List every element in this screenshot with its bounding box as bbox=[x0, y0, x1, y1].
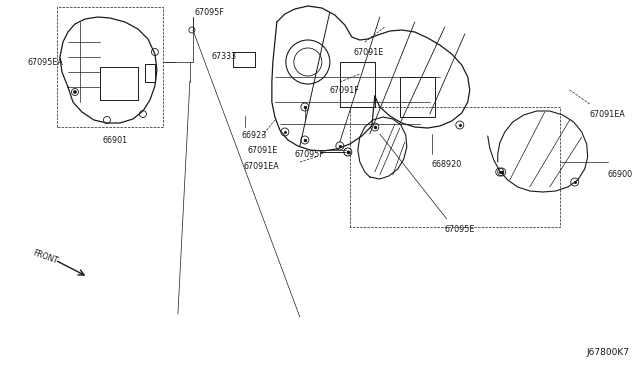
Text: 66900: 66900 bbox=[608, 170, 633, 179]
Text: 67333: 67333 bbox=[212, 51, 237, 61]
Text: 67091E: 67091E bbox=[248, 145, 278, 154]
Text: J67800K7: J67800K7 bbox=[587, 348, 630, 357]
Text: 66923: 66923 bbox=[242, 131, 267, 140]
Text: 67091EA: 67091EA bbox=[589, 109, 625, 119]
Text: 67091F: 67091F bbox=[330, 86, 360, 94]
Text: 66901: 66901 bbox=[102, 135, 127, 144]
Text: 67095F: 67095F bbox=[295, 150, 324, 158]
Text: FRONT: FRONT bbox=[32, 248, 60, 266]
Circle shape bbox=[74, 90, 76, 93]
Text: 67091E: 67091E bbox=[354, 48, 384, 57]
Text: 67095EA: 67095EA bbox=[28, 58, 64, 67]
Text: 67091EA: 67091EA bbox=[244, 161, 280, 170]
Text: 67095F: 67095F bbox=[195, 7, 225, 16]
Text: 67095E: 67095E bbox=[445, 224, 475, 234]
Text: 668920: 668920 bbox=[432, 160, 462, 169]
